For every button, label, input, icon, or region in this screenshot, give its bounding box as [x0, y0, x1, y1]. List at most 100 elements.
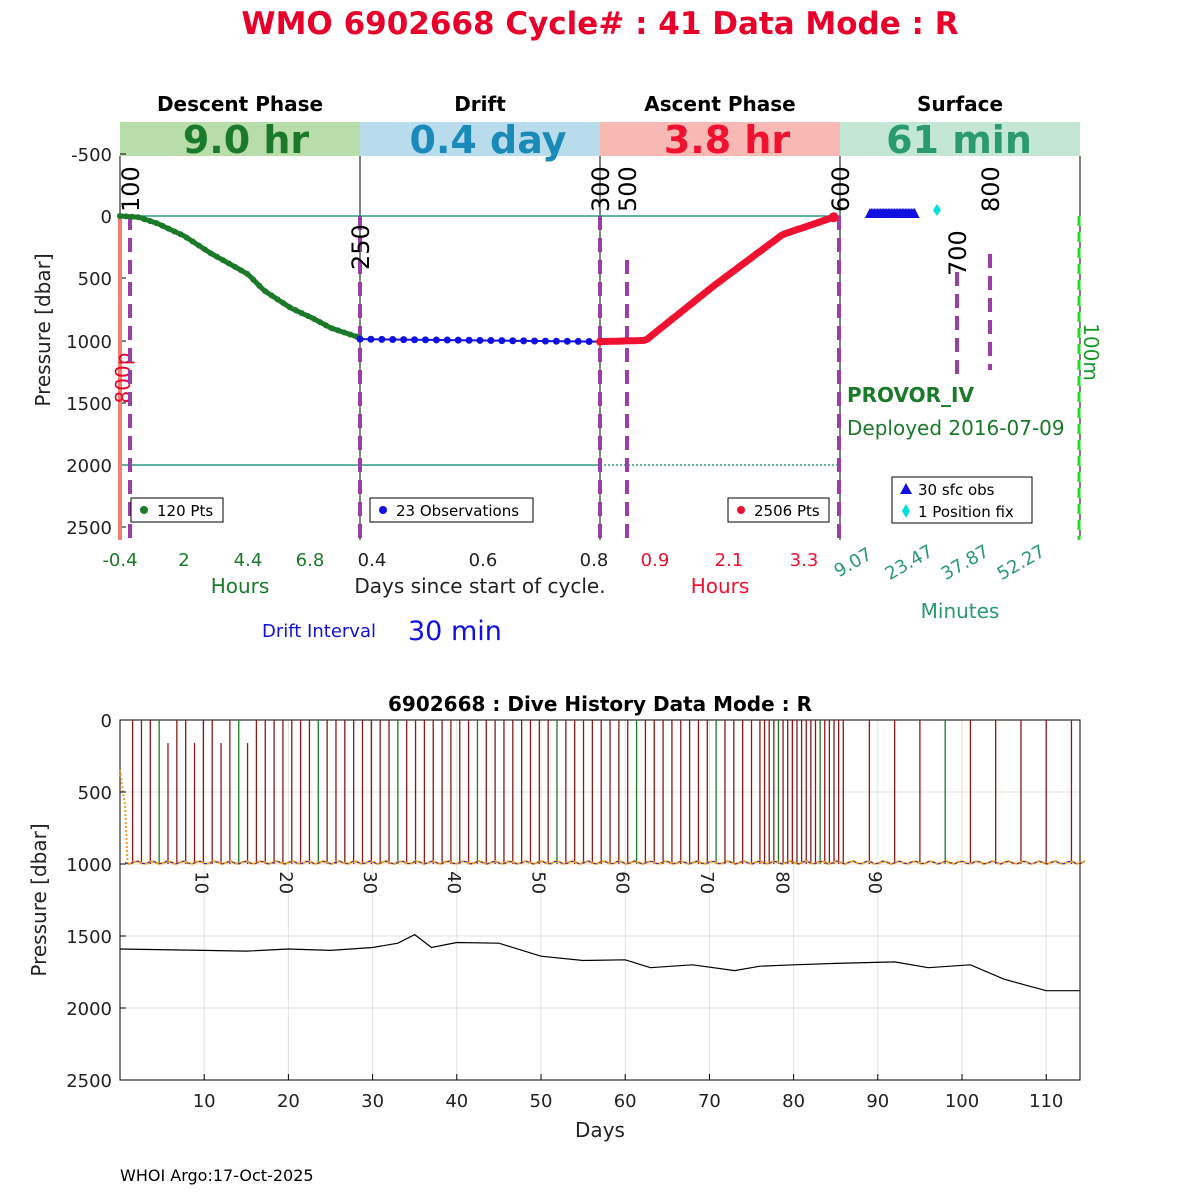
descent-point — [189, 238, 196, 245]
position-fix-legend-text: 1 Position fix — [918, 503, 1014, 521]
drift-interval-value: 30 min — [408, 616, 502, 647]
descent-tick: -0.4 — [102, 550, 137, 571]
descent-point — [171, 228, 178, 235]
descent-point — [177, 231, 184, 238]
descent-legend-marker — [140, 506, 148, 514]
drift-point — [498, 337, 506, 345]
marker-label-700: 700 — [944, 230, 972, 276]
descent-point — [117, 213, 123, 219]
history-park-trace — [119, 770, 1086, 866]
cycle-number-label: 60 — [612, 871, 633, 894]
ascent-tick: 2.1 — [715, 550, 744, 571]
descent-point — [135, 214, 142, 221]
descent-point — [129, 213, 136, 220]
drift-point — [389, 335, 397, 343]
surface-tick: 23.47 — [882, 541, 937, 585]
descent-point — [286, 304, 293, 311]
drift-point — [356, 335, 364, 343]
descent-banner — [120, 122, 360, 156]
y-tick-label: 2500 — [66, 518, 112, 539]
drift-point — [509, 337, 517, 345]
descent-x-ticks: -0.4 2 4.4 6.8 Hours — [102, 550, 324, 598]
surface-banner — [840, 122, 1080, 156]
cycle-number-label: 70 — [696, 871, 717, 894]
drift-point — [541, 337, 549, 345]
history-x-tick-label: 100 — [945, 1091, 979, 1112]
surface-phase-label: Surface — [917, 92, 1003, 116]
marker-label-800: 800 — [977, 166, 1005, 212]
descent-point — [268, 292, 275, 299]
y-tick-label: 0 — [101, 207, 112, 228]
drift-phase-label: Drift — [454, 92, 506, 116]
descent-point — [262, 288, 269, 295]
history-x-tick-label: 50 — [530, 1091, 553, 1112]
drift-point — [400, 336, 408, 344]
position-fix-point — [932, 204, 941, 216]
drift-tick: 0.8 — [580, 550, 609, 571]
bottom-depth-line — [119, 933, 1080, 992]
descent-point — [238, 267, 245, 274]
descent-point — [232, 263, 239, 270]
drift-banner — [360, 122, 600, 156]
drift-point — [476, 336, 484, 344]
drift-tick: 0.6 — [469, 550, 498, 571]
ascent-legend: 2506 Pts — [727, 497, 830, 523]
descent-point — [153, 220, 160, 227]
history-x-tick-label: 40 — [445, 1091, 468, 1112]
cycle-number-label: 80 — [772, 871, 793, 894]
history-grid — [120, 720, 1080, 1080]
descent-point — [274, 296, 281, 303]
marker-label-100: 100 — [117, 166, 145, 212]
y-tick-label: 2000 — [66, 456, 112, 477]
drift-point — [574, 337, 582, 345]
float-type: PROVOR_IV — [847, 383, 974, 407]
marker-label-300: 300 — [587, 166, 615, 212]
descent-point — [310, 315, 317, 322]
descent-profile-line — [119, 213, 362, 341]
footer-credit: WHOI Argo:17-Oct-2025 — [120, 1166, 314, 1185]
descent-axis-label: Hours — [211, 574, 270, 598]
ascent-profile-line — [600, 213, 835, 346]
drift-tick: 0.4 — [358, 550, 387, 571]
descent-point — [341, 329, 348, 336]
history-bottom-line — [119, 933, 1080, 992]
history-y-tick-label: 500 — [78, 783, 112, 804]
history-x-tick-label: 110 — [1029, 1091, 1063, 1112]
descent-point — [298, 310, 305, 317]
cycle-number-label: 10 — [191, 871, 212, 894]
history-x-ticks: 10 20 30 40 50 60 70 80 90 100 110 — [193, 1074, 1063, 1112]
drift-point — [421, 336, 429, 344]
descent-point — [292, 307, 299, 314]
history-title: 6902668 : Dive History Data Mode : R — [388, 692, 812, 716]
marker-label-600: 600 — [827, 166, 855, 212]
descent-point — [207, 250, 214, 257]
drift-series — [356, 335, 604, 346]
descent-phase-label: Descent Phase — [157, 92, 323, 116]
history-x-tick-label: 20 — [277, 1091, 300, 1112]
descent-legend-text: 120 Pts — [157, 502, 213, 520]
descent-point — [347, 331, 354, 338]
history-x-tick-label: 10 — [193, 1091, 216, 1112]
drift-point — [531, 337, 539, 345]
first-dive-trace — [119, 770, 129, 863]
descent-point — [201, 246, 208, 253]
ascent-end-point — [828, 212, 839, 223]
descent-point — [244, 270, 251, 277]
ascent-legend-text: 2506 Pts — [754, 502, 820, 520]
marker-label-500: 500 — [614, 166, 642, 212]
descent-point — [256, 282, 263, 289]
surface-series — [864, 204, 941, 218]
surface-legend: 30 sfc obs 1 Position fix — [891, 476, 1033, 524]
ascent-banner — [600, 122, 840, 156]
descent-point — [213, 253, 220, 260]
side-label-right: 100m — [1079, 323, 1103, 381]
surface-tick: 37.87 — [938, 541, 993, 585]
descent-point — [165, 225, 172, 232]
y-tick-label: -500 — [71, 145, 112, 166]
ascent-legend-marker — [737, 506, 745, 514]
drift-point — [465, 336, 473, 344]
descent-point — [304, 312, 311, 319]
drift-point — [585, 338, 593, 346]
cycle-number-label: 30 — [359, 871, 380, 894]
descent-point — [280, 300, 287, 307]
